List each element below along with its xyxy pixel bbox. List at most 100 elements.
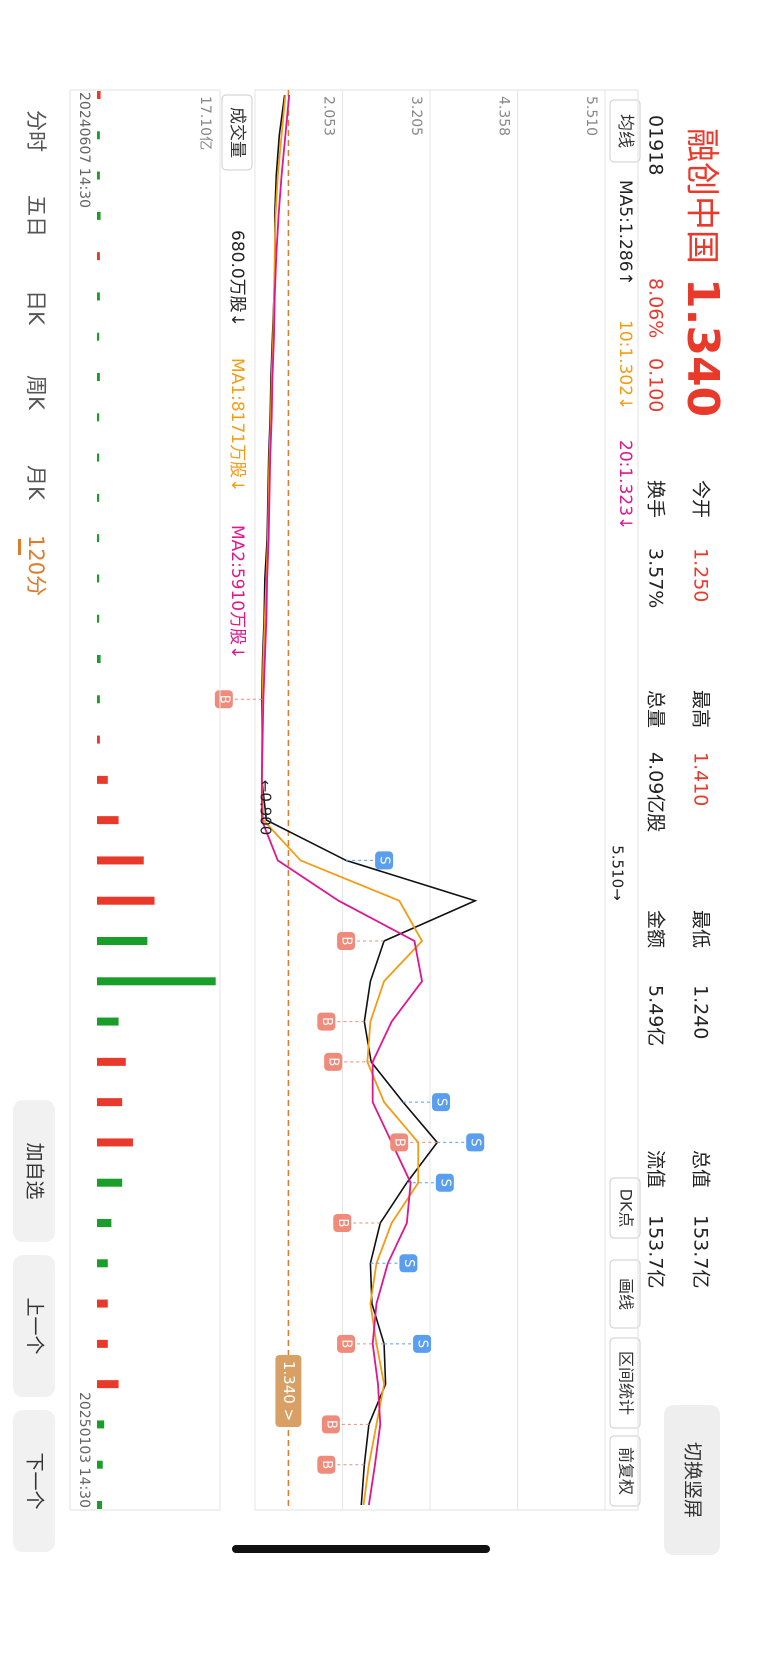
stat-value: 1.410 — [690, 752, 712, 806]
tool-button: 前复权 — [617, 1447, 636, 1495]
trade-marker-label: S — [437, 1179, 452, 1187]
period-tab[interactable]: 分时 — [24, 110, 48, 152]
stat-label: 最低 — [690, 910, 712, 948]
volume-bar — [97, 534, 100, 543]
volume-bar — [96, 1057, 126, 1066]
y-tick-label: 4.358 — [496, 96, 512, 136]
volume-bar — [97, 735, 100, 744]
ma-value: MA5:1.286↑ — [615, 180, 635, 286]
volume-bar — [97, 775, 108, 784]
stat-value: 153.7亿 — [690, 1215, 712, 1288]
action-button-bg[interactable] — [13, 1255, 55, 1397]
stock-name: 融创中国 — [682, 128, 722, 264]
indicator-select-bg[interactable] — [609, 99, 641, 163]
action-button-bg[interactable] — [13, 1410, 55, 1552]
trade-marker-label: S — [434, 1098, 449, 1106]
stock-code: 01918 — [645, 115, 667, 175]
trade-marker-label: B — [339, 1339, 354, 1348]
stat-label: 最高 — [690, 690, 712, 728]
volume-bar — [97, 695, 100, 704]
orientation-button-bg[interactable] — [664, 1405, 720, 1555]
stat-label: 总量 — [645, 690, 667, 728]
volume-bar — [97, 1339, 108, 1348]
volume-bar — [97, 211, 101, 220]
volume-bar — [97, 332, 100, 341]
volume-bar — [97, 1259, 108, 1268]
action-button[interactable]: 加自选 — [24, 1142, 46, 1199]
volume-bar — [97, 614, 100, 623]
trade-marker — [214, 690, 233, 709]
tool-button-bg[interactable] — [609, 1435, 641, 1507]
volume-bar — [96, 1380, 119, 1389]
stat-label: 换手 — [645, 480, 667, 518]
trade-marker — [390, 1133, 409, 1152]
period-tab[interactable]: 周K — [24, 375, 48, 411]
volume-indicator-bg[interactable] — [221, 94, 253, 171]
tool-button-bg[interactable] — [609, 1259, 641, 1329]
period-tab[interactable]: 五日 — [24, 195, 48, 237]
volume-bar — [97, 292, 100, 301]
x-tick-label: 20240607 14:30 — [76, 92, 92, 208]
orientation-button: 切换竖屏 — [682, 1442, 704, 1518]
volume-bar — [96, 1178, 123, 1187]
period-tab[interactable]: 月K — [24, 465, 48, 501]
volume-bar — [96, 1098, 123, 1107]
volume-bar — [96, 816, 119, 825]
volume-bar — [97, 453, 100, 462]
price-line — [261, 94, 478, 1506]
trade-marker-label: S — [468, 1138, 483, 1146]
period-tab[interactable]: 120分 — [24, 535, 48, 596]
stat-label: 总值 — [690, 1150, 712, 1188]
trade-marker-label: B — [339, 937, 354, 946]
volume-bar — [97, 1420, 105, 1429]
trade-marker-label: B — [216, 695, 231, 704]
volume-bar — [97, 1501, 103, 1509]
volume-bar — [97, 856, 144, 865]
volume-value: 680.0万股↓ — [227, 230, 247, 327]
trade-marker-label: S — [415, 1340, 430, 1348]
trade-marker — [317, 1012, 336, 1031]
volume-bar — [97, 574, 100, 583]
y-tick-label: 2.053 — [321, 96, 337, 136]
volume-bar — [97, 493, 100, 502]
volume-value: MA2:5910万股↓ — [227, 525, 247, 659]
trade-marker — [375, 851, 394, 870]
trade-marker — [333, 1214, 352, 1232]
y-tick-label: 5.510 — [583, 96, 599, 136]
trade-marker — [324, 1052, 343, 1071]
volume-bar — [96, 977, 216, 986]
trade-marker-label: B — [319, 1017, 334, 1026]
extreme-annotation: 5.510→ — [609, 845, 627, 901]
current-price-tag — [275, 1355, 302, 1427]
volume-bar — [97, 937, 148, 945]
tool-button: 画线 — [617, 1278, 636, 1310]
volume-indicator: 成交量 — [227, 107, 247, 158]
trade-marker — [321, 1415, 340, 1434]
price-line — [260, 94, 423, 1506]
ma-value: 10:1.302↓ — [615, 320, 635, 410]
tool-button-bg[interactable] — [609, 1337, 641, 1429]
period-tab[interactable]: 日K — [24, 290, 48, 326]
stat-value: 5.49亿 — [645, 985, 667, 1046]
trade-marker — [413, 1334, 432, 1353]
home-indicator — [232, 1545, 490, 1553]
volume-value: MA1:8171万股↓ — [227, 358, 247, 492]
trade-marker — [337, 1334, 356, 1353]
tool-button-bg[interactable] — [609, 1177, 641, 1239]
trade-marker-label: B — [319, 1460, 334, 1469]
action-button[interactable]: 下一个 — [24, 1452, 46, 1509]
change: 0.100 — [645, 358, 667, 412]
volume-bar — [97, 1219, 112, 1227]
volume-frame — [69, 89, 221, 1511]
trade-marker — [466, 1133, 485, 1152]
action-button[interactable]: 上一个 — [24, 1297, 46, 1354]
volume-bar — [97, 413, 100, 422]
action-button-bg[interactable] — [13, 1100, 55, 1242]
tool-button: DK点 — [617, 1189, 636, 1228]
current-price-label: 1.340 > — [280, 1361, 298, 1421]
stat-label: 流值 — [645, 1150, 667, 1188]
trade-marker-label: B — [392, 1138, 407, 1147]
tab-underline — [18, 539, 21, 555]
y-tick-label: 3.205 — [408, 96, 424, 136]
